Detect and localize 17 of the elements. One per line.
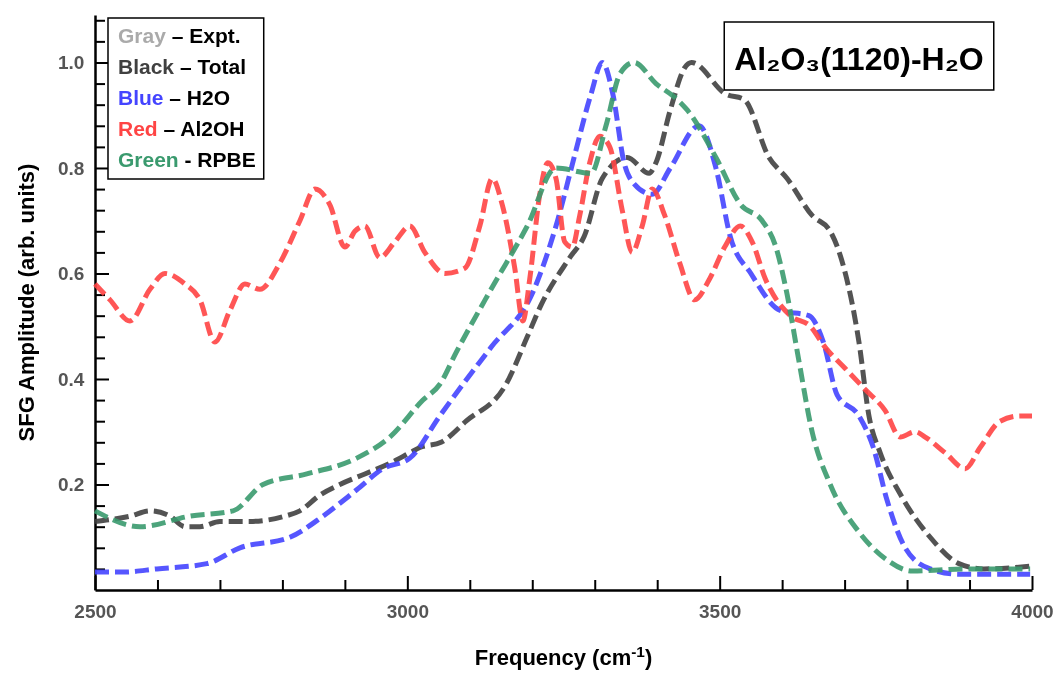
text: Red – Al2OH	[118, 117, 245, 140]
x-axis-title: Frequency (cm$^{-1}$)	[474, 642, 653, 670]
x-tick-label: 2500	[74, 600, 117, 622]
y-tick-label: 0.6	[57, 263, 85, 285]
y-tick-label: 0.8	[57, 157, 85, 179]
x-tick-label: 4000	[1011, 600, 1054, 622]
text: Black – Total	[118, 55, 246, 78]
y-axis-title: SFG Amplitude (arb. units)	[14, 163, 39, 442]
y-tick-label: 0.4	[57, 368, 85, 390]
y-tick-label: 1.0	[57, 52, 85, 74]
text: Al₂O₃(1120)-H₂O	[734, 41, 984, 77]
x-tick-label: 3000	[386, 600, 429, 622]
text: Blue – H2O	[118, 86, 231, 109]
legend-label: Gray – Expt.	[118, 24, 241, 47]
y-tick-label: 0.2	[57, 474, 85, 496]
x-tick-label: 3500	[699, 600, 742, 622]
text: Green - RPBE	[118, 148, 256, 171]
